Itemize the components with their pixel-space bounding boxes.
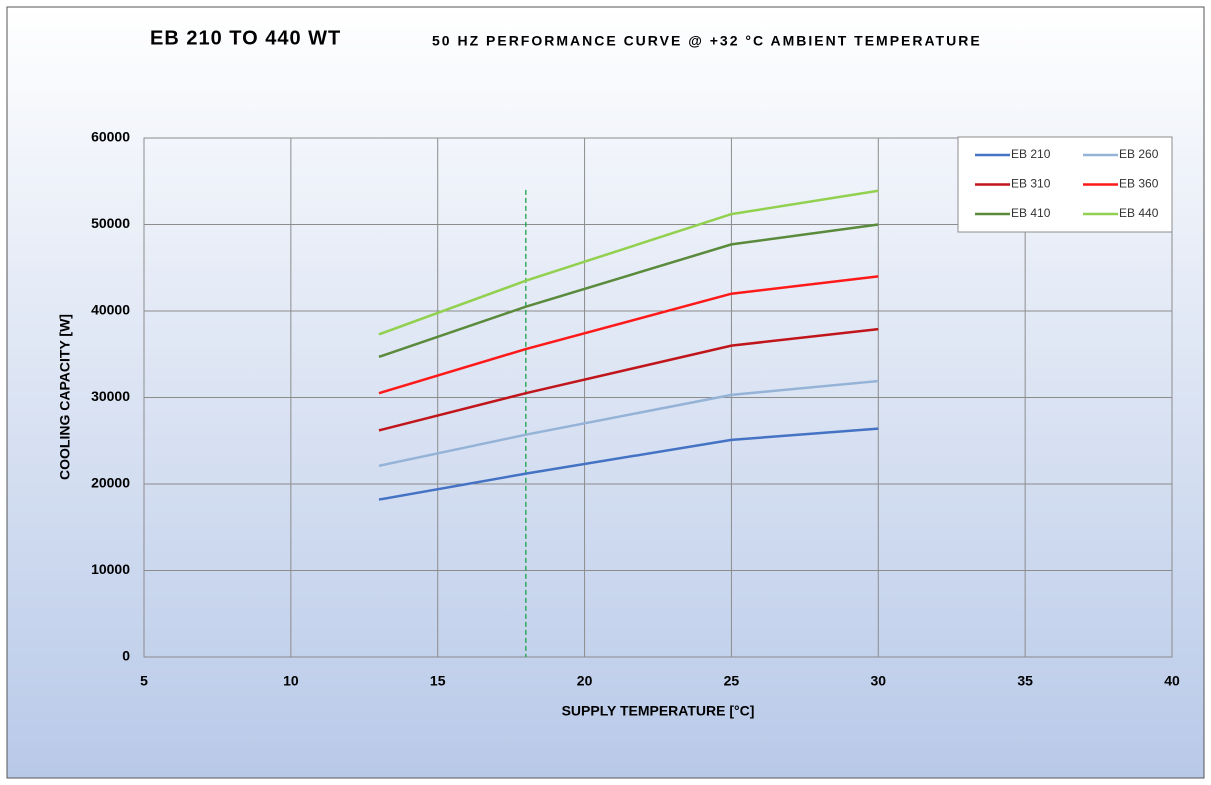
series-line xyxy=(378,427,879,501)
y-tick-label: 40000 xyxy=(91,302,130,318)
y-tick-label: 0 xyxy=(122,648,130,664)
legend-label: EB 440 xyxy=(1119,206,1159,220)
background xyxy=(6,6,1205,779)
y-tick-label: 50000 xyxy=(91,215,130,231)
y-axis-label: COOLING CAPACITY [W] xyxy=(57,314,73,480)
legend-label: EB 310 xyxy=(1011,177,1051,191)
x-tick-label: 30 xyxy=(870,673,886,689)
x-tick-label: 25 xyxy=(724,673,740,689)
x-tick-label: 15 xyxy=(430,673,446,689)
legend-label: EB 210 xyxy=(1011,147,1051,161)
x-tick-label: 10 xyxy=(283,673,299,689)
x-tick-label: 35 xyxy=(1017,673,1033,689)
chart-title: EB 210 TO 440 WT xyxy=(150,27,341,49)
x-axis-label: SUPPLY TEMPERATURE [°C] xyxy=(562,703,755,719)
legend-label: EB 260 xyxy=(1119,147,1159,161)
y-tick-label: 20000 xyxy=(91,475,130,491)
series-line xyxy=(378,223,879,359)
series-line xyxy=(378,189,879,336)
legend-label: EB 360 xyxy=(1119,177,1159,191)
x-tick-label: 40 xyxy=(1164,673,1180,689)
series-line xyxy=(378,327,879,432)
y-tick-label: 30000 xyxy=(91,388,130,404)
legend-label: EB 410 xyxy=(1011,206,1051,220)
plot-border xyxy=(143,137,1173,658)
y-tick-label: 60000 xyxy=(91,129,130,145)
series-line xyxy=(378,275,879,395)
x-tick-label: 20 xyxy=(577,673,593,689)
y-tick-label: 10000 xyxy=(91,561,130,577)
chart-subtitle: 50 HZ PERFORMANCE CURVE @ +32 °C AMBIENT… xyxy=(432,33,982,49)
series-line xyxy=(378,379,879,468)
x-tick-label: 5 xyxy=(140,673,148,689)
